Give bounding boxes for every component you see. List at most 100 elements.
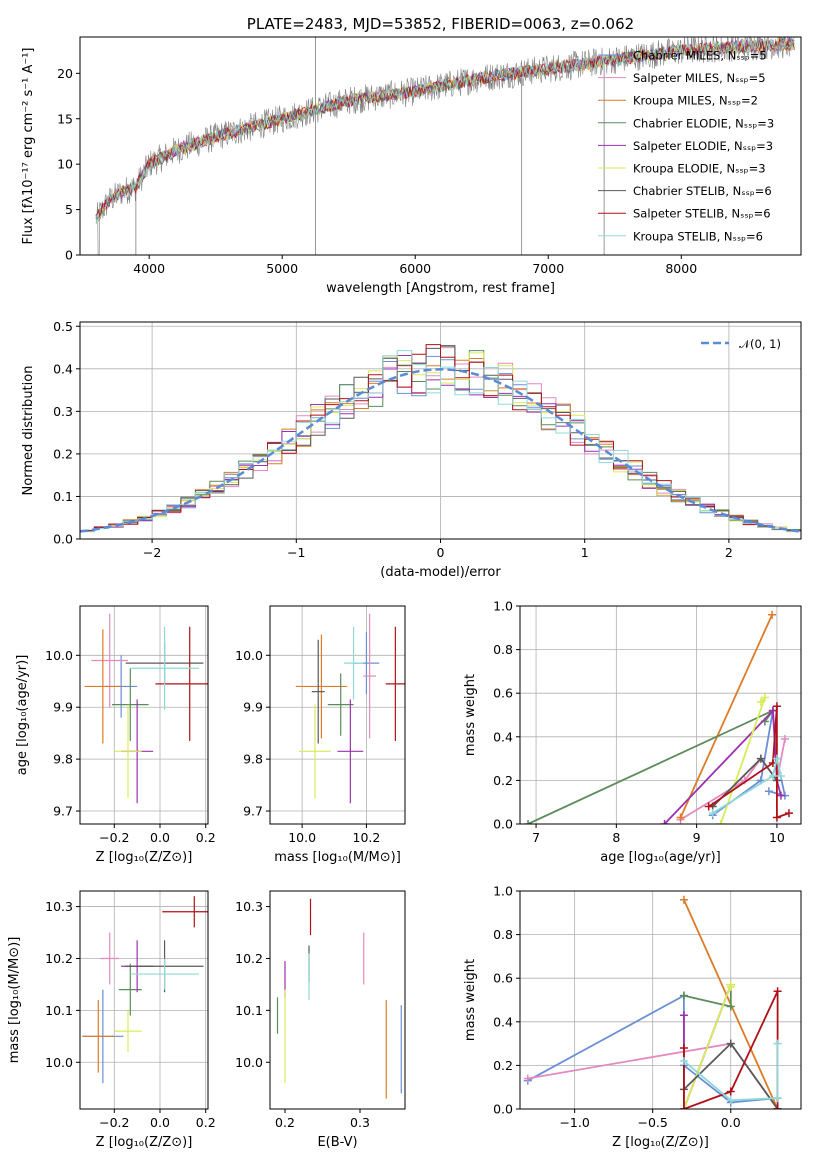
axes-frame [519, 890, 802, 1110]
x-axis-label: mass [log₁₀(M/M⊙)] [274, 850, 401, 865]
data-point [130, 626, 199, 710]
y-tick-label: 10.0 [45, 648, 73, 663]
x-tick-label: 8000 [665, 261, 697, 276]
data-point [162, 896, 208, 928]
x-axis-label: Z [log₁₀(Z/Z⊙)] [96, 850, 193, 865]
x-tick-label: 7000 [532, 261, 564, 276]
model-spectrum [95, 37, 795, 224]
weight-marker [776, 791, 785, 800]
weight-marker [768, 610, 777, 619]
weight-marker [676, 813, 685, 822]
x-tick-label: −1 [287, 545, 305, 560]
y-tick-label: 0.2 [53, 446, 73, 461]
x-tick-label: 0.0 [150, 830, 170, 845]
x-tick-label: −2 [143, 545, 161, 560]
y-tick-label: 0.8 [493, 927, 513, 942]
weight-marker [523, 1074, 532, 1083]
y-axis-label: Flux [fλ10⁻¹⁷ erg cm⁻² s⁻¹ A⁻¹] [21, 48, 36, 245]
y-tick-label: 9.8 [243, 752, 263, 767]
y-tick-label: 0.4 [53, 361, 73, 376]
spectrum-plot [95, 37, 795, 255]
y-tick-label: 0.1 [53, 489, 73, 504]
data-point [82, 1000, 115, 1073]
y-axis-label: mass [log₁₀(M/M⊙)] [7, 937, 22, 1064]
weight-marker [679, 895, 688, 904]
legend-label: Chabrier ELODIE, Nₛₛₚ=3 [633, 116, 774, 130]
weight-marker [756, 754, 765, 763]
weight-marker [679, 1043, 688, 1052]
y-axis-label: mass weight [463, 959, 478, 1041]
axes-frame [269, 890, 406, 1110]
x-tick-label: 0.0 [150, 1115, 170, 1130]
data-point [112, 668, 149, 741]
x-tick-label: 10.0 [288, 830, 316, 845]
y-tick-label: 9.8 [53, 752, 73, 767]
y-tick-label: 0.6 [493, 686, 513, 701]
x-axis-label: E(B-V) [317, 1135, 357, 1150]
y-tick-label: 0.0 [493, 817, 513, 832]
legend-label: Kroupa MILES, Nₛₛₚ=2 [633, 94, 758, 108]
weight-marker [760, 693, 769, 702]
axes-frame [519, 605, 802, 825]
legend-label: Salpeter STELIB, Nₛₛₚ=6 [633, 207, 771, 221]
weight_vs_Z-plot [523, 895, 782, 1109]
data-point [114, 704, 142, 799]
data-point [343, 626, 364, 700]
y-tick-label: 9.7 [53, 804, 73, 819]
legend-label: Chabrier MILES, Nₛₛₚ=5 [633, 49, 767, 63]
x-tick-label: 9 [693, 830, 701, 845]
x-axis-label: (data-model)/error [380, 565, 501, 580]
x-tick-label: 7 [532, 830, 540, 845]
y-tick-label: 10.0 [45, 1055, 73, 1070]
data-point [311, 639, 325, 744]
y-tick-label: 0 [65, 248, 73, 263]
x-tick-label: 1 [581, 545, 589, 560]
x-axis-label: wavelength [Angstrom, rest frame] [326, 281, 555, 296]
y-tick-label: 9.7 [243, 804, 263, 819]
legend-label: 𝒩(0, 1) [739, 337, 781, 351]
y-tick-label: 0.5 [53, 319, 73, 334]
mass_vs_EBV-panel: 0.2 0.3 10.0 10.1 10.2 10.3 E(B-V) [235, 890, 406, 1150]
axes-frame [79, 605, 209, 825]
x-tick-label: −1.0 [559, 1115, 589, 1130]
legend-label: Kroupa ELODIE, Nₛₛₚ=3 [633, 162, 766, 176]
data-point [363, 613, 377, 739]
x-axis-label: Z [log₁₀(Z/Z⊙)] [96, 1135, 193, 1150]
x-tick-label: 0.2 [196, 1115, 216, 1130]
y-tick-label: 1.0 [493, 884, 513, 899]
y-tick-label: 10.2 [235, 951, 263, 966]
weight-marker [773, 1039, 782, 1048]
weight-marker [726, 1096, 735, 1105]
y-tick-label: 10.3 [235, 899, 263, 914]
weight-marker [726, 1039, 735, 1048]
data-point [295, 634, 348, 739]
weight-marker [524, 820, 533, 824]
y-axis-label: Normed distribution [21, 366, 36, 496]
mass_vs_Z-plot [82, 896, 208, 1084]
y-tick-label: 0.0 [53, 532, 73, 547]
legend-label: Salpeter ELODIE, Nₛₛₚ=3 [633, 139, 773, 153]
weight-marker [679, 1057, 688, 1066]
x-tick-label: −0.2 [99, 1115, 129, 1130]
residual-histogram [80, 350, 801, 534]
weight-marker [764, 787, 773, 796]
data-point [298, 704, 332, 799]
axes-frame [79, 321, 802, 540]
x-tick-label: −0.5 [638, 1115, 668, 1130]
legend-label: Kroupa STELIB, Nₛₛₚ=6 [633, 229, 763, 243]
y-tick-label: 10.0 [235, 1055, 263, 1070]
data-point [118, 963, 142, 1016]
x-tick-label: 2 [725, 545, 733, 560]
y-tick-label: 10.1 [45, 1003, 73, 1018]
axes-frame [269, 605, 406, 825]
x-tick-label: 6000 [399, 261, 431, 276]
x-tick-label: 5000 [266, 261, 298, 276]
y-tick-label: 0.3 [53, 404, 73, 419]
x-tick-label: 0.2 [275, 1115, 295, 1130]
legend-label: Salpeter MILES, Nₛₛₚ=5 [633, 71, 766, 85]
axes-frame [79, 36, 802, 256]
observed-spectrum [95, 37, 795, 255]
weight-marker [768, 706, 777, 715]
weight-marker [679, 1011, 688, 1020]
